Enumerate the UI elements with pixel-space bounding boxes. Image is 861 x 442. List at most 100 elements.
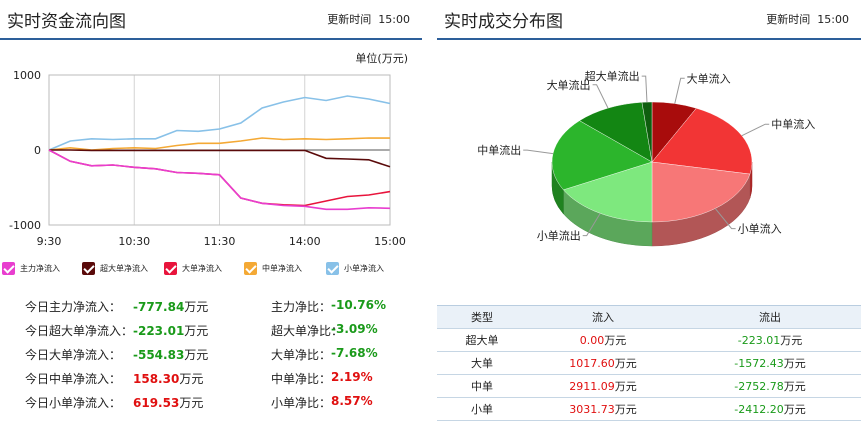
fund-flow-update-time: 更新时间 15:00 bbox=[327, 13, 410, 26]
legend-item[interactable]: 主力净流入 bbox=[2, 262, 60, 278]
y-tick-label: 1000 bbox=[13, 69, 41, 82]
table-header-inflow: 流入 bbox=[527, 305, 679, 329]
stat-row: 今日中单净流入： 158.30万元 中单净比： 2.19% bbox=[0, 370, 422, 394]
pie-slice-label: 小单流入 bbox=[738, 222, 782, 236]
x-tick-label: 9:30 bbox=[37, 235, 62, 248]
y-tick-label: 0 bbox=[34, 144, 41, 157]
legend-checkbox-icon[interactable] bbox=[244, 262, 257, 275]
legend-item[interactable]: 超大单净流入 bbox=[82, 262, 148, 278]
pie-slice-label: 大单流入 bbox=[687, 71, 731, 85]
legend-label: 超大单净流入 bbox=[100, 264, 148, 273]
legend-label: 主力净流入 bbox=[20, 264, 60, 273]
legend-item[interactable]: 大单净流入 bbox=[164, 262, 222, 278]
stat-row: 今日小单净流入： 619.53万元 小单净比： 8.57% bbox=[0, 394, 422, 418]
legend-item[interactable]: 小单净流入 bbox=[326, 262, 384, 278]
series-line bbox=[48, 95, 391, 151]
pie-slice-label: 超大单流出 bbox=[585, 69, 640, 83]
chart-unit-label: 单位(万元) bbox=[355, 52, 408, 65]
row-type: 中单 bbox=[437, 374, 527, 398]
stat-ratio-value: -3.09% bbox=[331, 322, 378, 336]
x-tick-label: 15:00 bbox=[374, 235, 406, 248]
table-header-outflow: 流出 bbox=[679, 305, 861, 329]
table-row: 小单 3031.73万元 -2412.20万元 bbox=[437, 397, 861, 421]
pie-slice-label: 中单流入 bbox=[771, 117, 815, 131]
pie-leader-line bbox=[714, 208, 736, 230]
legend-label: 中单净流入 bbox=[262, 264, 302, 273]
x-tick-label: 14:00 bbox=[289, 235, 321, 248]
pie-slice-label: 大单流出 bbox=[547, 78, 591, 92]
row-inflow: 1017.60万元 bbox=[527, 351, 679, 375]
pie-slice-label: 中单流出 bbox=[477, 143, 521, 157]
stat-row: 今日大单净流入： -554.83万元 大单净比： -7.68% bbox=[0, 346, 422, 370]
stat-value: 619.53万元 bbox=[133, 396, 204, 410]
table-row: 中单 2911.09万元 -2752.78万元 bbox=[437, 374, 861, 398]
trade-distribution-table: 类型 流入 流出 超大单 0.00万元 -223.01万元 大单 1017.60… bbox=[437, 305, 861, 421]
stat-value: -223.01万元 bbox=[133, 324, 209, 338]
row-type: 大单 bbox=[437, 351, 527, 375]
pie-slice-label: 小单流出 bbox=[537, 229, 581, 243]
row-outflow: -223.01万元 bbox=[679, 328, 861, 352]
stat-ratio-value: 8.57% bbox=[331, 394, 373, 408]
stat-ratio-label: 小单净比： bbox=[271, 396, 332, 410]
table-row: 超大单 0.00万元 -223.01万元 bbox=[437, 328, 861, 352]
trade-distribution-panel: 实时成交分布图 更新时间 15:00 大单流入 中单流入 小单流入 小单流出 中单流出大… bbox=[437, 0, 861, 442]
legend-checkbox-icon[interactable] bbox=[2, 262, 15, 275]
series-line bbox=[48, 137, 391, 151]
stat-label: 今日小单净流入： bbox=[25, 396, 122, 410]
pie-slice[interactable] bbox=[641, 101, 653, 163]
stat-label: 今日大单净流入： bbox=[25, 348, 122, 362]
legend-checkbox-icon[interactable] bbox=[164, 262, 177, 275]
row-inflow: 2911.09万元 bbox=[527, 374, 679, 398]
legend-item[interactable]: 中单净流入 bbox=[244, 262, 302, 278]
x-tick-label: 11:30 bbox=[204, 235, 236, 248]
legend-label: 大单净流入 bbox=[182, 264, 222, 273]
row-outflow: -1572.43万元 bbox=[679, 351, 861, 375]
stat-row: 今日主力净流入： -777.84万元 主力净比： -10.76% bbox=[0, 298, 422, 322]
table-row: 大单 1017.60万元 -1572.43万元 bbox=[437, 351, 861, 375]
row-type: 超大单 bbox=[437, 328, 527, 352]
fund-flow-header: 实时资金流向图 更新时间 15:00 bbox=[0, 0, 422, 40]
stat-label: 今日中单净流入： bbox=[25, 372, 122, 386]
stat-ratio-value: -7.68% bbox=[331, 346, 378, 360]
row-inflow: 0.00万元 bbox=[527, 328, 679, 352]
pie-leader-line bbox=[741, 123, 770, 137]
table-header-row: 类型 流入 流出 bbox=[437, 305, 861, 329]
row-outflow: -2752.78万元 bbox=[679, 374, 861, 398]
pie-slice[interactable] bbox=[579, 102, 653, 163]
stat-ratio-label: 大单净比： bbox=[271, 348, 332, 362]
fund-flow-panel: 实时资金流向图 更新时间 15:00 单位(万元) 9:30 10:30 11:30… bbox=[0, 0, 422, 442]
series-line bbox=[48, 149, 391, 211]
stat-value: -777.84万元 bbox=[133, 300, 209, 314]
stat-value: 158.30万元 bbox=[133, 372, 204, 386]
pie-leader-line bbox=[582, 213, 601, 237]
legend-checkbox-icon[interactable] bbox=[326, 262, 339, 275]
trade-distribution-update-time: 更新时间 15:00 bbox=[766, 13, 849, 26]
row-type: 小单 bbox=[437, 397, 527, 421]
y-tick-label: -1000 bbox=[9, 219, 41, 232]
legend-checkbox-icon[interactable] bbox=[82, 262, 95, 275]
fund-flow-line-chart: 9:30 10:30 11:30 14:00 15:00 1000 0 -1000 bbox=[9, 69, 406, 248]
pie-leader-line bbox=[641, 75, 648, 103]
stat-ratio-value: -10.76% bbox=[331, 298, 386, 312]
line-chart-legend: 主力净流入 超大单净流入 大单净流入 中单净流入 小单净流入 bbox=[0, 262, 422, 278]
series-line bbox=[49, 149, 391, 168]
pie-slice[interactable] bbox=[551, 120, 653, 191]
stat-ratio-label: 主力净比： bbox=[271, 300, 332, 314]
pie-leader-line bbox=[592, 84, 609, 109]
stat-value: -554.83万元 bbox=[133, 348, 209, 362]
trade-distribution-title: 实时成交分布图 bbox=[444, 12, 563, 32]
row-inflow: 3031.73万元 bbox=[527, 397, 679, 421]
stat-label: 今日超大单净流入： bbox=[25, 324, 134, 338]
fund-flow-title: 实时资金流向图 bbox=[7, 12, 126, 32]
legend-label: 小单净流入 bbox=[344, 264, 384, 273]
pie-leader-line bbox=[674, 77, 685, 104]
trade-distribution-header: 实时成交分布图 更新时间 15:00 bbox=[437, 0, 861, 40]
pie-slice[interactable] bbox=[651, 161, 751, 223]
stat-row: 今日超大单净流入： -223.01万元 超大单净比： -3.09% bbox=[0, 322, 422, 346]
row-outflow: -2412.20万元 bbox=[679, 397, 861, 421]
stat-ratio-value: 2.19% bbox=[331, 370, 373, 384]
stat-ratio-label: 超大单净比： bbox=[271, 324, 344, 338]
x-tick-label: 10:30 bbox=[118, 235, 150, 248]
stat-ratio-label: 中单净比： bbox=[271, 372, 332, 386]
